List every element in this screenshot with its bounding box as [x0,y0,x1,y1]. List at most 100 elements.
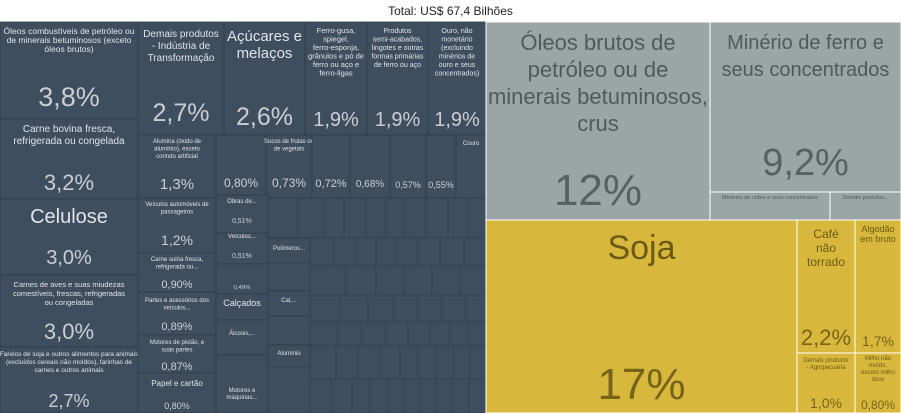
treemap-minor-cell[interactable] [467,194,487,239]
treemap-minor-cell[interactable] [379,345,401,380]
treemap-minor-cell[interactable] [267,366,311,413]
treemap-cell[interactable] [137,334,217,374]
treemap-minor-cell[interactable] [365,194,387,239]
treemap-minor-cell[interactable] [435,345,455,380]
treemap-cell-value: 3,8% [38,82,100,112]
treemap-minor-cell[interactable] [393,295,419,323]
treemap-minor-cell[interactable] [331,378,353,413]
treemap-minor-cell[interactable] [339,295,369,323]
treemap-cell[interactable] [796,219,856,354]
treemap-cell[interactable] [267,237,311,264]
treemap-minor-cell[interactable] [435,378,453,413]
treemap-cell[interactable] [485,219,798,413]
treemap-minor-cell[interactable] [399,345,419,380]
treemap-minor-cell[interactable] [403,265,433,297]
treemap-cell[interactable] [215,319,269,356]
treemap-minor-cell[interactable] [463,237,487,267]
treemap-minor-cell[interactable] [451,378,470,413]
treemap-minor-cell[interactable] [431,265,461,297]
treemap-cell[interactable] [829,191,901,221]
treemap-minor-cell[interactable] [417,345,437,380]
treemap-minor-cell[interactable] [333,237,357,267]
treemap-minor-cell[interactable] [459,265,487,297]
treemap-minor-cell[interactable] [355,237,377,267]
treemap-cell[interactable] [265,134,313,199]
treemap-cell[interactable] [709,21,901,193]
treemap-cell-value: 12% [554,166,642,215]
treemap-minor-cell[interactable] [345,265,377,297]
treemap-cell-value: 0,80% [164,401,190,411]
treemap-cell[interactable] [223,21,306,136]
treemap-cell[interactable] [709,191,831,221]
treemap-minor-cell[interactable] [309,345,337,380]
treemap-minor-cell[interactable] [375,265,405,297]
treemap-cell[interactable] [366,21,429,136]
treemap-minor-cell[interactable] [441,295,467,323]
treemap-minor-cell[interactable] [403,194,427,239]
treemap-cell[interactable] [137,372,217,413]
treemap-minor-cell[interactable] [449,321,469,347]
treemap-minor-cell[interactable] [351,378,371,413]
treemap-minor-cell[interactable] [395,237,419,267]
treemap-cell[interactable] [854,352,901,413]
treemap-minor-cell[interactable] [335,345,359,380]
treemap-minor-cell[interactable] [465,295,487,323]
treemap-minor-cell[interactable] [309,295,341,323]
treemap-cell[interactable] [215,194,269,234]
treemap-minor-cell[interactable] [297,194,325,239]
treemap-cell[interactable] [0,274,139,348]
treemap-minor-cell[interactable] [419,378,437,413]
treemap-minor-cell[interactable] [309,237,335,267]
treemap-cell[interactable] [215,354,269,413]
treemap-cell[interactable] [137,197,217,254]
treemap-minor-cell[interactable] [403,378,421,413]
treemap-minor-cell[interactable] [343,194,367,239]
treemap-minor-cell[interactable] [468,378,487,413]
treemap-minor-cell[interactable] [309,265,347,297]
treemap-cell[interactable] [389,134,427,199]
treemap-cell-value: 1,3% [160,176,194,193]
treemap-minor-cell[interactable] [425,194,449,239]
treemap-minor-cell[interactable] [417,237,441,267]
treemap-minor-cell[interactable] [417,295,443,323]
treemap-minor-cell[interactable] [375,237,397,267]
chart-title: Total: US$ 67,4 Bilhões [388,4,513,18]
treemap-minor-cell[interactable] [309,378,333,413]
treemap-minor-cell[interactable] [367,295,395,323]
treemap-cell[interactable] [215,232,269,265]
treemap-minor-cell[interactable] [369,378,389,413]
treemap-minor-cell[interactable] [267,262,311,292]
treemap-cell-value: 0,72% [315,178,346,190]
treemap-minor-cell[interactable] [407,321,431,347]
treemap-cell[interactable] [267,290,311,317]
treemap-cell[interactable] [137,21,225,136]
treemap-cell[interactable] [0,21,139,120]
treemap-cell[interactable] [0,118,139,200]
treemap-cell[interactable] [137,134,217,199]
treemap-minor-cell[interactable] [309,321,339,347]
treemap-cell[interactable] [267,344,311,368]
treemap-minor-cell[interactable] [439,237,465,267]
treemap-minor-cell[interactable] [453,345,471,380]
treemap-minor-cell[interactable] [361,321,387,347]
treemap-minor-cell[interactable] [469,345,487,380]
treemap-minor-cell[interactable] [467,321,487,347]
treemap-cell[interactable] [311,134,351,199]
treemap-minor-cell[interactable] [385,194,405,239]
treemap-cell[interactable] [796,352,856,413]
treemap-cell[interactable] [425,134,457,199]
treemap-minor-cell[interactable] [387,378,405,413]
treemap-minor-cell[interactable] [337,321,363,347]
treemap-cell[interactable] [854,219,901,354]
treemap-minor-cell[interactable] [267,194,299,239]
treemap-cell[interactable] [137,291,217,336]
treemap-cell[interactable] [349,134,391,199]
treemap-minor-cell[interactable] [447,194,469,239]
treemap-minor-cell[interactable] [429,321,451,347]
treemap-minor-cell[interactable] [357,345,381,380]
treemap-minor-cell[interactable] [267,315,311,346]
treemap-cell[interactable] [427,21,487,136]
treemap-minor-cell[interactable] [385,321,409,347]
treemap-minor-cell[interactable] [323,194,345,239]
treemap-cell[interactable] [455,134,487,199]
